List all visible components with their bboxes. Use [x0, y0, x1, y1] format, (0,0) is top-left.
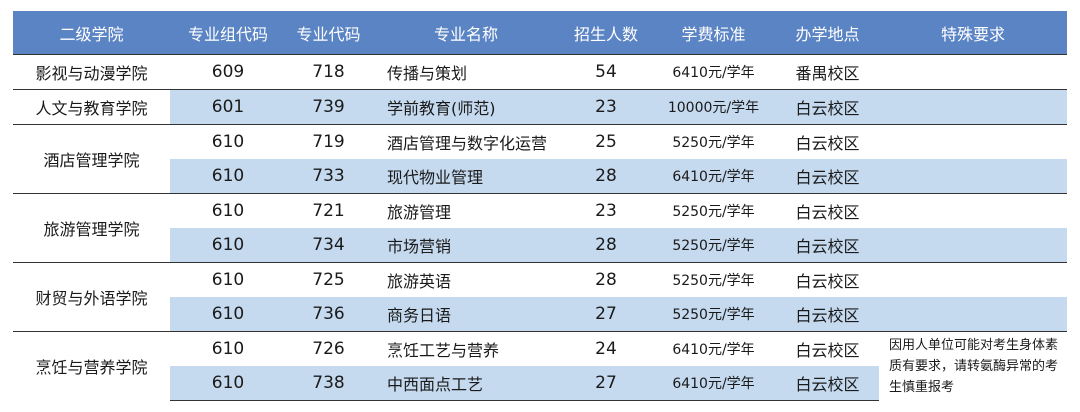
major-name-cell: 烹饪工艺与营养 — [371, 331, 561, 366]
table-row: 610 734 市场营销 28 5250元/学年 白云校区 — [13, 228, 1067, 263]
major-name-cell: 商务日语 — [371, 297, 561, 332]
tuition-cell: 6410元/学年 — [651, 331, 776, 366]
group-code-cell: 601 — [170, 89, 286, 125]
campus-cell: 白云校区 — [776, 366, 879, 401]
enrollment-cell: 23 — [561, 193, 651, 228]
major-name-cell: 旅游管理 — [371, 193, 561, 228]
group-code-cell: 609 — [170, 54, 286, 90]
group-code-cell: 610 — [170, 159, 286, 194]
tuition-cell: 5250元/学年 — [651, 124, 776, 159]
group-code-cell: 610 — [170, 262, 286, 297]
special-requirements-cell — [879, 159, 1067, 194]
table-row: 烹饪与营养学院 610 726 烹饪工艺与营养 24 6410元/学年 白云校区… — [13, 331, 1067, 401]
major-name-cell: 酒店管理与数字化运营 — [371, 124, 561, 159]
tuition-cell: 6410元/学年 — [651, 54, 776, 90]
table-row: 610 736 商务日语 27 5250元/学年 白云校区 — [13, 297, 1067, 332]
tuition-cell: 5250元/学年 — [651, 193, 776, 228]
enrollment-cell: 27 — [561, 366, 651, 401]
group-code-cell: 610 — [170, 124, 286, 159]
campus-cell: 白云校区 — [776, 331, 879, 366]
table-row: 610 738 中西面点工艺 27 6410元/学年 白云校区 — [13, 366, 1067, 401]
header-tuition: 学费标准 — [651, 11, 776, 55]
campus-cell: 白云校区 — [776, 297, 879, 332]
enrollment-cell: 25 — [561, 124, 651, 159]
tuition-cell: 6410元/学年 — [651, 159, 776, 194]
tuition-cell: 5250元/学年 — [651, 297, 776, 332]
special-requirements-cell — [879, 54, 1067, 90]
campus-cell: 白云校区 — [776, 159, 879, 194]
special-requirements-cell — [879, 297, 1067, 332]
group-code-cell: 610 — [170, 366, 286, 401]
table-row: 610 733 现代物业管理 28 6410元/学年 白云校区 — [13, 159, 1067, 194]
college-cell: 烹饪与营养学院 — [13, 331, 170, 401]
group-code-cell: 610 — [170, 297, 286, 332]
table-row: 旅游管理学院 610 721 旅游管理 23 5250元/学年 白云校区 — [13, 193, 1067, 263]
special-requirements-cell — [879, 262, 1067, 297]
campus-cell: 番禺校区 — [776, 54, 879, 90]
group-code-cell: 610 — [170, 331, 286, 366]
major-code-cell: 736 — [286, 297, 371, 332]
table-header-row: 二级学院 专业组代码 专业代码 专业名称 招生人数 学费标准 办学地点 特殊要求 — [13, 11, 1067, 55]
major-name-cell: 中西面点工艺 — [371, 366, 561, 401]
college-cell: 旅游管理学院 — [13, 193, 170, 263]
major-name-cell: 市场营销 — [371, 228, 561, 263]
special-requirements-cell — [879, 228, 1067, 263]
major-code-cell: 739 — [286, 89, 371, 125]
special-requirements-cell — [879, 124, 1067, 159]
special-requirements-cell — [879, 193, 1067, 228]
enrollment-cell: 28 — [561, 159, 651, 194]
header-group-code: 专业组代码 — [170, 11, 286, 55]
major-code-cell: 718 — [286, 54, 371, 90]
tuition-cell: 5250元/学年 — [651, 262, 776, 297]
table-row: 人文与教育学院 601 739 学前教育(师范) 23 10000元/学年 白云… — [13, 89, 1067, 125]
admissions-table: 二级学院 专业组代码 专业代码 专业名称 招生人数 学费标准 办学地点 特殊要求… — [13, 11, 1067, 401]
tuition-cell: 5250元/学年 — [651, 228, 776, 263]
header-college: 二级学院 — [13, 11, 170, 55]
tuition-cell: 6410元/学年 — [651, 366, 776, 401]
enrollment-cell: 28 — [561, 228, 651, 263]
campus-cell: 白云校区 — [776, 89, 879, 125]
college-cell: 影视与动漫学院 — [13, 54, 170, 90]
campus-cell: 白云校区 — [776, 262, 879, 297]
major-name-cell: 现代物业管理 — [371, 159, 561, 194]
major-code-cell: 738 — [286, 366, 371, 401]
college-cell: 酒店管理学院 — [13, 124, 170, 194]
campus-cell: 白云校区 — [776, 193, 879, 228]
header-major-name: 专业名称 — [371, 11, 561, 55]
major-code-cell: 725 — [286, 262, 371, 297]
table-row: 财贸与外语学院 610 725 旅游英语 28 5250元/学年 白云校区 — [13, 262, 1067, 332]
enrollment-cell: 23 — [561, 89, 651, 125]
major-code-cell: 721 — [286, 193, 371, 228]
major-name-cell: 传播与策划 — [371, 54, 561, 90]
header-major-code: 专业代码 — [286, 11, 371, 55]
special-requirements-cell — [879, 89, 1067, 125]
enrollment-cell: 54 — [561, 54, 651, 90]
special-requirements-note: 因用人单位可能对考生身体素质有要求，请转氨酶异常的考生慎重报考 — [879, 331, 1067, 401]
header-enrollment: 招生人数 — [561, 11, 651, 55]
major-name-cell: 学前教育(师范) — [371, 89, 561, 125]
major-name-cell: 旅游英语 — [371, 262, 561, 297]
college-cell: 人文与教育学院 — [13, 89, 170, 125]
major-code-cell: 726 — [286, 331, 371, 366]
table-row: 酒店管理学院 610 719 酒店管理与数字化运营 25 5250元/学年 白云… — [13, 124, 1067, 194]
major-code-cell: 719 — [286, 124, 371, 159]
admissions-table-container: 二级学院 专业组代码 专业代码 专业名称 招生人数 学费标准 办学地点 特殊要求… — [13, 11, 1067, 401]
group-code-cell: 610 — [170, 228, 286, 263]
college-cell: 财贸与外语学院 — [13, 262, 170, 332]
major-code-cell: 734 — [286, 228, 371, 263]
enrollment-cell: 24 — [561, 331, 651, 366]
table-row: 影视与动漫学院 609 718 传播与策划 54 6410元/学年 番禺校区 — [13, 54, 1067, 90]
enrollment-cell: 27 — [561, 297, 651, 332]
major-code-cell: 733 — [286, 159, 371, 194]
group-code-cell: 610 — [170, 193, 286, 228]
campus-cell: 白云校区 — [776, 124, 879, 159]
header-special-requirements: 特殊要求 — [879, 11, 1067, 55]
enrollment-cell: 28 — [561, 262, 651, 297]
campus-cell: 白云校区 — [776, 228, 879, 263]
header-campus: 办学地点 — [776, 11, 879, 55]
tuition-cell: 10000元/学年 — [651, 89, 776, 125]
